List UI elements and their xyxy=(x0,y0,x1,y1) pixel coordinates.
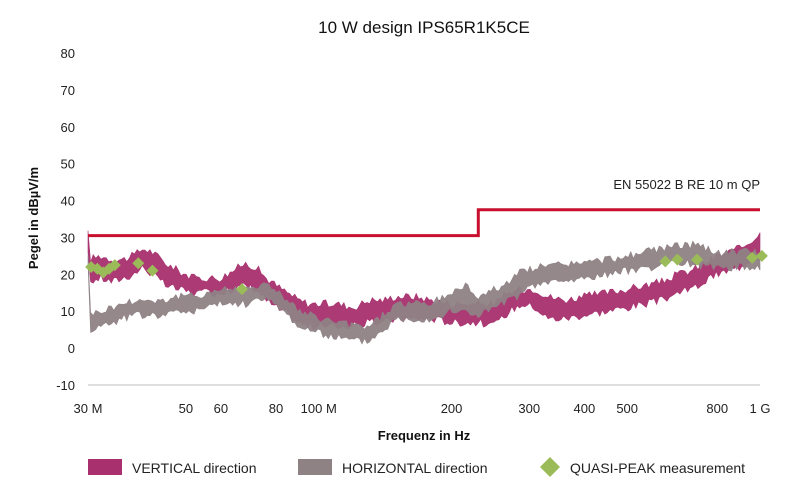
y-axis-title: Pegel in dBµV/m xyxy=(26,167,41,269)
legend-label: HORIZONTAL direction xyxy=(342,460,487,476)
x-tick-label: 100 M xyxy=(301,401,337,416)
y-tick-label: 60 xyxy=(61,120,75,135)
limit-line-label: EN 55022 B RE 10 m QP xyxy=(613,177,760,192)
y-tick-label: 0 xyxy=(68,341,75,356)
x-tick-label: 50 xyxy=(179,401,193,416)
quasi-peak-marker xyxy=(746,251,759,264)
y-tick-label: 70 xyxy=(61,83,75,98)
chart-title: 10 W design IPS65R1K5CE xyxy=(318,18,530,37)
y-tick-label: 10 xyxy=(61,304,75,319)
series-band-1 xyxy=(87,240,761,345)
y-tick-label: 80 xyxy=(61,46,75,61)
y-tick-label: 20 xyxy=(61,267,75,282)
quasi-peak-marker xyxy=(146,264,159,277)
quasi-peak-marker xyxy=(691,253,704,266)
x-tick-label: 80 xyxy=(269,401,283,416)
plot-area: -10 0 10 20 30 40 50 60 70 80 30 M 50 60 80 100 M 200 30… xyxy=(56,46,770,416)
x-tick-label: 300 xyxy=(518,401,540,416)
legend-swatch-1 xyxy=(298,459,332,475)
legend: VERTICAL direction HORIZONTAL direction QU… xyxy=(88,457,745,477)
x-axis-title: Frequenz in Hz xyxy=(378,428,471,443)
y-tick-label: 50 xyxy=(61,157,75,172)
limit-line xyxy=(88,208,760,238)
quasi-peak-marker xyxy=(755,249,768,262)
quasi-peak-marker xyxy=(659,255,672,268)
quasi-peak-marker xyxy=(132,257,145,270)
quasi-peak-marker xyxy=(235,283,248,296)
x-tick-label: 800 xyxy=(706,401,728,416)
y-tick-label: -10 xyxy=(56,378,75,393)
legend-swatch-0 xyxy=(88,459,122,475)
quasi-peak-marker xyxy=(108,259,121,272)
y-tick-label: 30 xyxy=(61,230,75,245)
legend-label: VERTICAL direction xyxy=(132,460,257,476)
legend-label: QUASI-PEAK measurement xyxy=(570,460,745,476)
y-tick-label: 40 xyxy=(61,194,75,209)
x-tick-label: 1 G xyxy=(750,401,771,416)
quasi-peak-marker xyxy=(671,253,684,266)
x-tick-label: 60 xyxy=(214,401,228,416)
x-tick-label: 400 xyxy=(574,401,596,416)
x-tick-label: 30 M xyxy=(74,401,103,416)
legend-swatch-2 xyxy=(540,457,560,477)
x-tick-label: 500 xyxy=(616,401,638,416)
x-tick-label: 200 xyxy=(441,401,463,416)
